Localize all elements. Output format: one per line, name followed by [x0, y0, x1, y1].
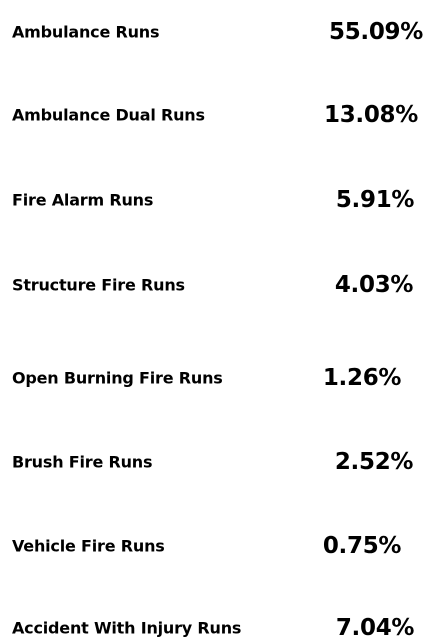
- stat-value: 55.09%: [329, 19, 423, 45]
- stat-value: 2.52%: [334, 449, 414, 475]
- stat-value: 1.26%: [322, 365, 402, 391]
- stat-label: Ambulance Dual Runs: [12, 105, 205, 125]
- stat-label: Vehicle Fire Runs: [12, 536, 165, 556]
- stat-value: 7.04%: [335, 615, 415, 641]
- stat-value: 4.03%: [334, 272, 414, 298]
- stat-label: Accident With Injury Runs: [12, 618, 242, 638]
- stat-label: Open Burning Fire Runs: [12, 368, 223, 388]
- stat-value: 13.08%: [324, 102, 418, 128]
- stat-value: 0.75%: [322, 533, 402, 559]
- stat-value: 5.91%: [335, 187, 415, 213]
- stat-label: Brush Fire Runs: [12, 452, 153, 472]
- stat-label: Structure Fire Runs: [12, 275, 185, 295]
- stat-label: Fire Alarm Runs: [12, 190, 154, 210]
- stat-label: Ambulance Runs: [12, 22, 160, 42]
